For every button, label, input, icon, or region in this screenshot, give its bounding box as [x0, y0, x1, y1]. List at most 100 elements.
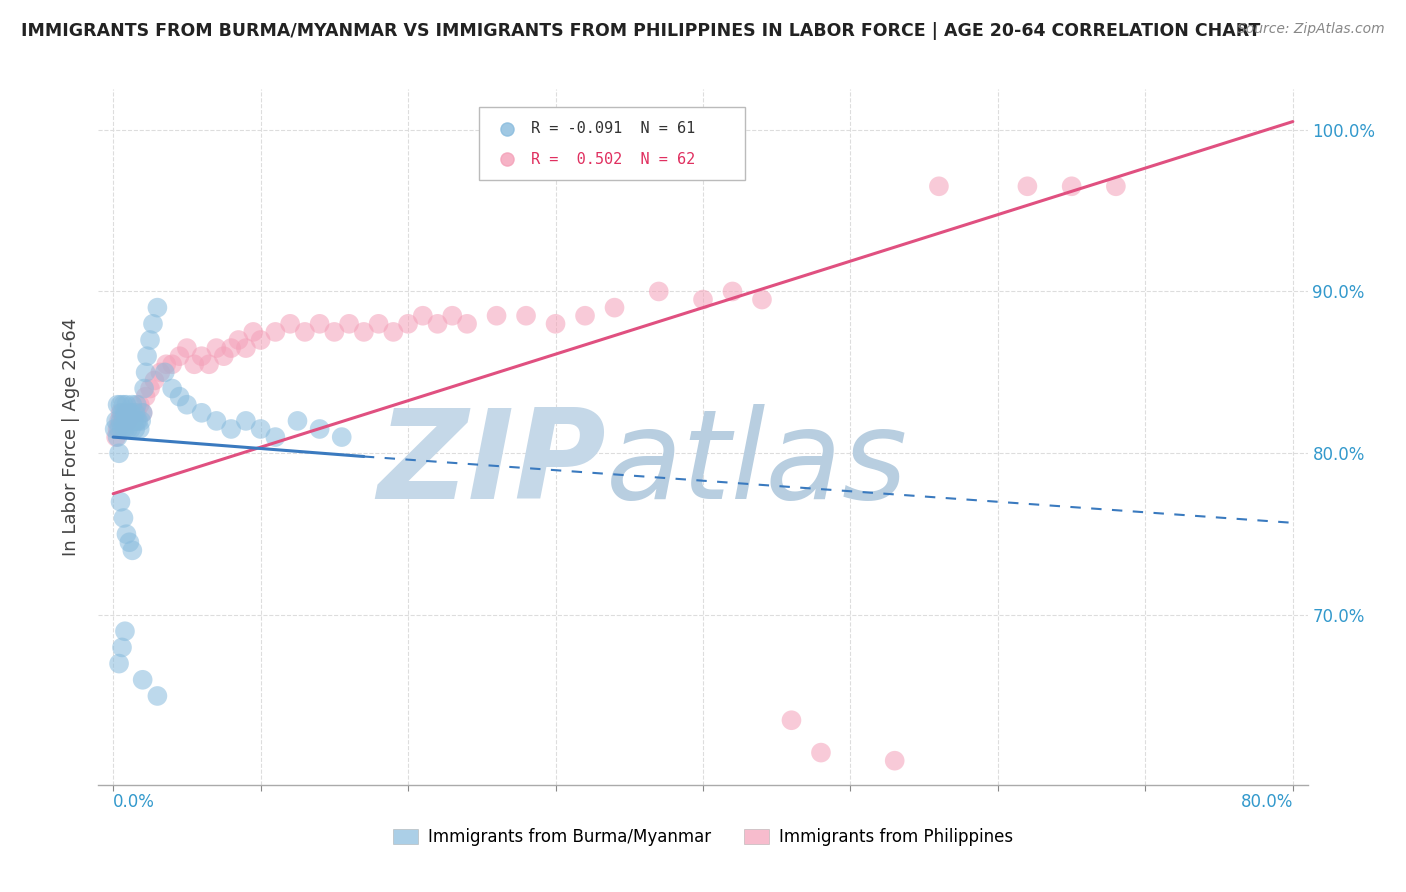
- Point: [544, 317, 567, 331]
- Point: [228, 333, 250, 347]
- Point: [294, 325, 316, 339]
- Text: R = -0.091  N = 61: R = -0.091 N = 61: [531, 121, 696, 136]
- Point: [131, 406, 153, 420]
- Point: [330, 430, 353, 444]
- Point: [125, 406, 148, 420]
- Text: Source: ZipAtlas.com: Source: ZipAtlas.com: [1237, 22, 1385, 37]
- Text: 80.0%: 80.0%: [1240, 793, 1294, 811]
- Point: [125, 414, 148, 428]
- Point: [111, 422, 134, 436]
- Point: [118, 414, 141, 428]
- Point: [110, 406, 132, 420]
- Point: [367, 317, 389, 331]
- Text: R =  0.502  N = 62: R = 0.502 N = 62: [531, 152, 696, 167]
- Point: [105, 430, 128, 444]
- Y-axis label: In Labor Force | Age 20-64: In Labor Force | Age 20-64: [62, 318, 80, 557]
- Point: [121, 543, 143, 558]
- Point: [115, 527, 138, 541]
- Point: [135, 390, 157, 404]
- Point: [122, 414, 145, 428]
- Point: [456, 317, 478, 331]
- Point: [117, 422, 139, 436]
- Point: [107, 422, 129, 436]
- Point: [134, 382, 156, 396]
- Point: [441, 309, 464, 323]
- Point: [515, 309, 537, 323]
- Point: [131, 673, 153, 687]
- Point: [264, 430, 287, 444]
- Point: [120, 422, 142, 436]
- Point: [810, 746, 832, 760]
- Point: [112, 511, 135, 525]
- Point: [692, 293, 714, 307]
- Legend: Immigrants from Burma/Myanmar, Immigrants from Philippines: Immigrants from Burma/Myanmar, Immigrant…: [392, 828, 1014, 847]
- Point: [278, 317, 301, 331]
- Point: [396, 317, 419, 331]
- Point: [219, 341, 242, 355]
- Point: [721, 285, 744, 299]
- Point: [190, 349, 212, 363]
- Point: [323, 325, 346, 339]
- Point: [122, 414, 145, 428]
- Point: [125, 398, 148, 412]
- Point: [1060, 179, 1083, 194]
- Point: [128, 422, 150, 436]
- Point: [127, 414, 149, 428]
- Point: [142, 317, 165, 331]
- Point: [337, 317, 360, 331]
- Point: [287, 414, 309, 428]
- Point: [780, 713, 803, 727]
- Point: [600, 286, 623, 301]
- Point: [139, 333, 162, 347]
- Point: [124, 422, 146, 436]
- Point: [153, 365, 176, 379]
- Point: [155, 357, 177, 371]
- Point: [120, 406, 142, 420]
- Point: [107, 430, 129, 444]
- Point: [146, 689, 169, 703]
- Point: [143, 374, 166, 388]
- Point: [110, 414, 132, 428]
- Point: [1017, 179, 1039, 194]
- Point: [485, 309, 508, 323]
- Point: [190, 406, 212, 420]
- Point: [114, 624, 136, 639]
- Text: 0.0%: 0.0%: [112, 793, 155, 811]
- Point: [308, 317, 330, 331]
- Point: [117, 406, 139, 420]
- Point: [112, 398, 135, 412]
- Point: [112, 422, 135, 436]
- Point: [114, 406, 136, 420]
- Point: [176, 398, 198, 412]
- Point: [249, 333, 271, 347]
- Text: atlas: atlas: [606, 404, 908, 525]
- Text: ZIP: ZIP: [378, 404, 606, 525]
- Point: [648, 285, 671, 299]
- Point: [118, 535, 141, 549]
- Point: [235, 341, 257, 355]
- Point: [129, 414, 152, 428]
- Point: [264, 325, 287, 339]
- Point: [1105, 179, 1128, 194]
- Point: [120, 406, 142, 420]
- Point: [111, 414, 134, 428]
- Point: [111, 640, 134, 655]
- Text: IMMIGRANTS FROM BURMA/MYANMAR VS IMMIGRANTS FROM PHILIPPINES IN LABOR FORCE | AG: IMMIGRANTS FROM BURMA/MYANMAR VS IMMIGRA…: [21, 22, 1260, 40]
- Point: [131, 406, 153, 420]
- Point: [219, 422, 242, 436]
- Point: [205, 414, 228, 428]
- Point: [108, 414, 131, 428]
- Point: [111, 406, 134, 420]
- Point: [242, 325, 264, 339]
- Point: [382, 325, 405, 339]
- Point: [160, 357, 183, 371]
- Point: [928, 179, 950, 194]
- Point: [117, 414, 139, 428]
- Point: [121, 398, 143, 412]
- Point: [574, 309, 596, 323]
- Point: [110, 398, 132, 412]
- Point: [198, 357, 221, 371]
- Point: [115, 406, 138, 420]
- Point: [235, 414, 257, 428]
- Point: [112, 414, 135, 428]
